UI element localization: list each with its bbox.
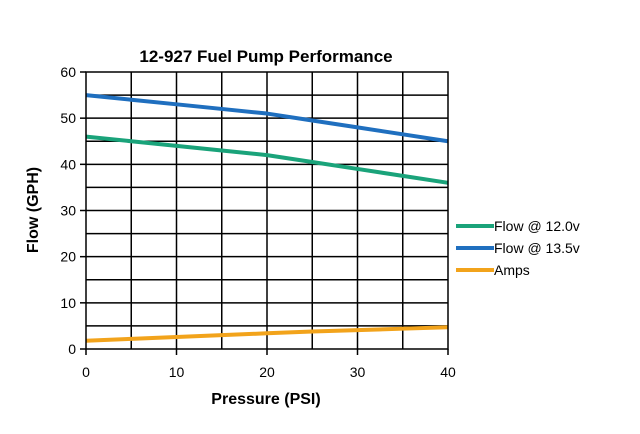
x-tick-label: 30: [350, 364, 366, 380]
legend-label-3: Amps: [494, 262, 530, 278]
legend-label-1: Flow @ 12.0v: [494, 218, 580, 234]
y-tick-label: 40: [60, 156, 76, 172]
x-axis-title: Pressure (PSI): [211, 391, 320, 408]
y-tick-label: 50: [60, 110, 76, 126]
series-line-2: [85, 93, 449, 144]
y-tick-label: 20: [60, 249, 76, 265]
chart-title: 12-927 Fuel Pump Performance: [139, 47, 392, 66]
legend-label-2: Flow @ 13.5v: [494, 240, 580, 256]
y-tick-label: 60: [60, 64, 76, 80]
series-lines: [85, 93, 449, 343]
y-tick-label: 10: [60, 295, 76, 311]
x-tick-label: 40: [440, 364, 456, 380]
legend: Flow @ 12.0v Flow @ 13.5v Amps: [456, 218, 580, 278]
tick-labels: 0 10 20 30 40 0 10 20 30 40 50 60: [60, 64, 456, 380]
y-axis-title: Flow (GPH): [25, 167, 42, 253]
y-tick-label: 30: [60, 203, 76, 219]
x-tick-label: 10: [169, 364, 185, 380]
x-tick-label: 20: [259, 364, 275, 380]
x-tick-label: 0: [82, 364, 90, 380]
series-line-3: [85, 325, 449, 343]
y-tick-label: 0: [68, 341, 76, 357]
series-line-1: [85, 134, 449, 185]
grid: [86, 72, 448, 349]
